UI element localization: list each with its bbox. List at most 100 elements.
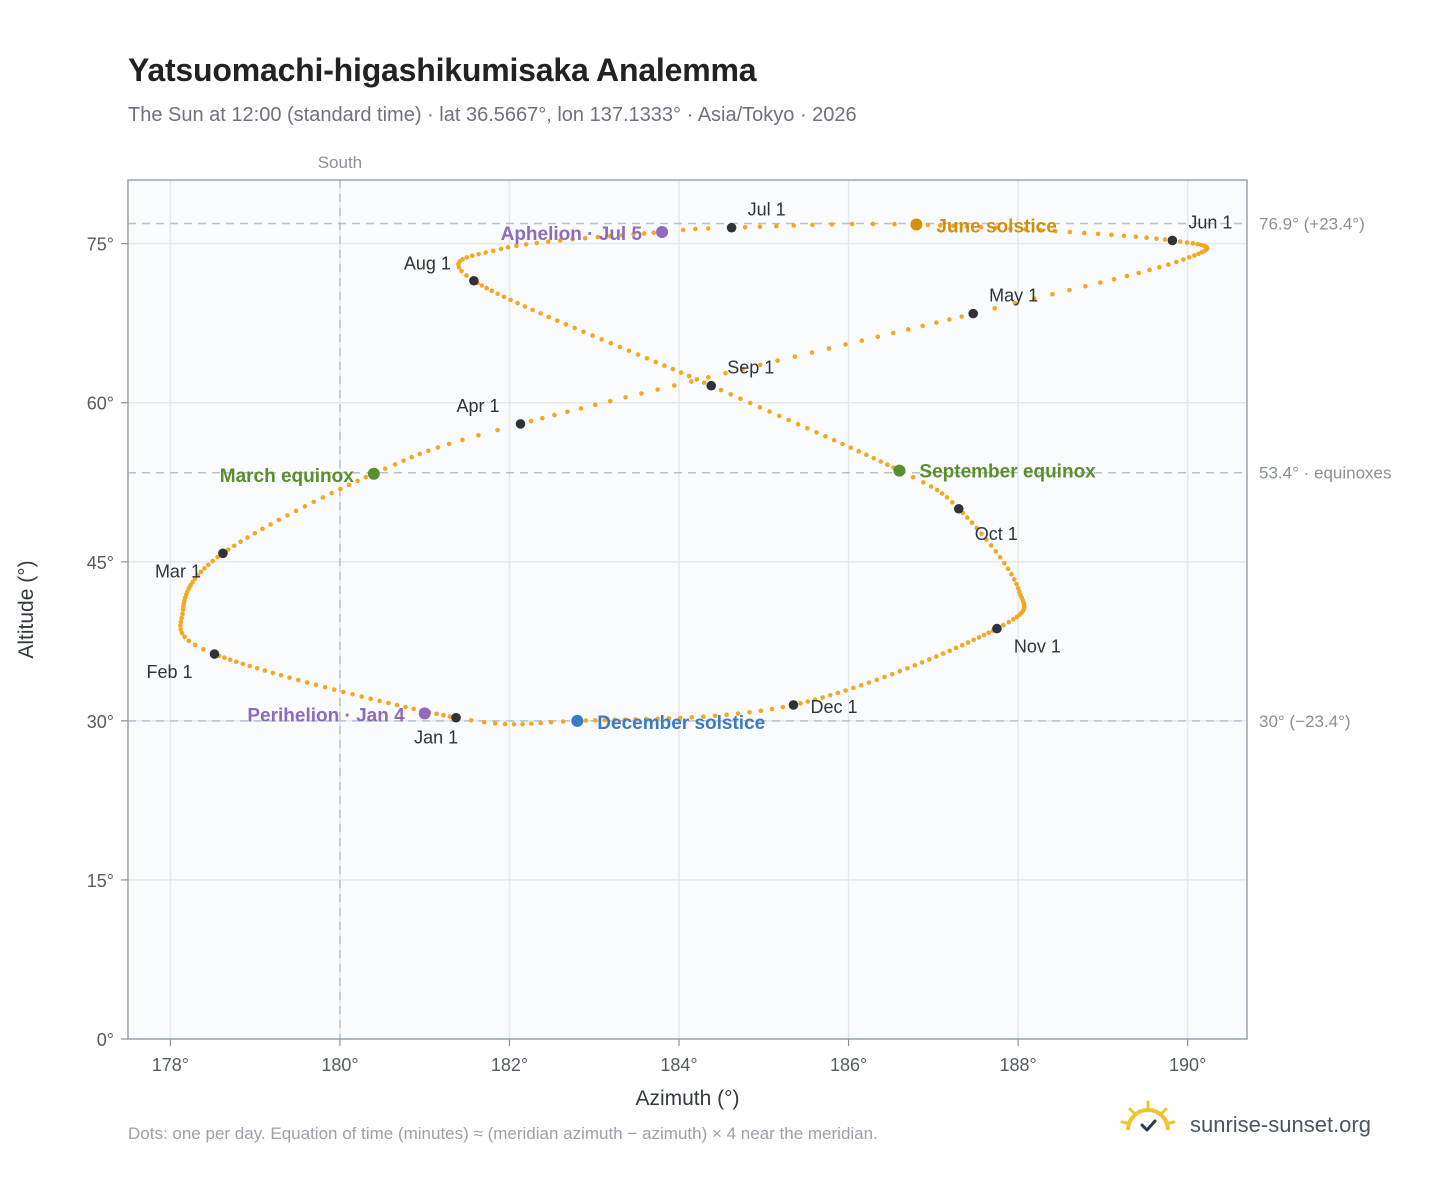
daily-sun-dot [338, 486, 343, 492]
daily-sun-dot [222, 655, 227, 661]
daily-sun-dot [959, 642, 965, 648]
daily-sun-dot [875, 334, 881, 340]
daily-sun-dot [921, 480, 926, 485]
daily-sun-dot [1136, 270, 1142, 276]
daily-sun-dot [820, 695, 825, 700]
month-dot [788, 700, 799, 710]
daily-sun-dot [446, 441, 452, 447]
daily-sun-dot [1147, 267, 1152, 273]
event-dot [893, 464, 906, 477]
month-label: Apr 1 [456, 396, 499, 416]
daily-sun-dot [693, 226, 698, 232]
daily-sun-dot [1031, 296, 1037, 301]
daily-sun-dot [201, 647, 206, 652]
daily-sun-dot [456, 265, 462, 270]
daily-sun-dot [651, 230, 657, 235]
daily-sun-dot [302, 504, 308, 509]
daily-sun-dot [411, 706, 417, 712]
daily-sun-dot [1124, 273, 1130, 279]
daily-sun-dot [795, 421, 801, 427]
daily-sun-dot [186, 638, 192, 644]
daily-sun-dot [1186, 255, 1192, 260]
daily-sun-dot [912, 663, 918, 668]
daily-sun-dot [969, 520, 975, 525]
daily-sun-dot [878, 459, 884, 464]
daily-sun-dot [812, 697, 818, 702]
x-tick-label: 186° [830, 1055, 867, 1075]
daily-sun-dot [775, 358, 780, 364]
daily-sun-dot [435, 445, 441, 450]
daily-sun-dot [1174, 259, 1179, 265]
daily-sun-dot [215, 554, 220, 560]
daily-sun-dot [662, 363, 667, 368]
daily-sun-dot [554, 318, 560, 323]
daily-sun-dot [757, 362, 763, 368]
chart-subtitle: The Sun at 12:00 (standard time) · lat 3… [128, 104, 857, 126]
daily-sun-dot [993, 225, 998, 231]
month-label: Jan 1 [414, 728, 458, 748]
daily-sun-dot [959, 314, 965, 319]
daily-sun-dot [947, 648, 952, 654]
daily-sun-dot [829, 222, 835, 227]
daily-sun-dot [464, 255, 470, 260]
daily-sun-dot [780, 704, 786, 710]
chart-title: Yatsuomachi-higashikumisaka Analemma [128, 52, 757, 88]
month-dot [469, 275, 479, 286]
y-axis-ticks: 0° 15° 30° 45° 60° 75° [87, 235, 128, 1050]
y-tick-label: 45° [87, 553, 114, 573]
daily-sun-dot [871, 455, 877, 461]
daily-sun-dot [920, 323, 925, 329]
daily-sun-dot [331, 687, 337, 692]
event-label: March equinox [220, 466, 355, 487]
daily-sun-dot [179, 630, 185, 636]
daily-sun-dot [791, 223, 797, 228]
month-label: Sep 1 [727, 358, 774, 378]
daily-sun-dot [592, 718, 598, 723]
daily-sun-dot [469, 253, 475, 259]
daily-sun-dot [992, 306, 997, 311]
daily-sun-dot [210, 558, 216, 564]
daily-sun-dot [233, 659, 239, 665]
daily-sun-dot [260, 526, 265, 532]
daily-sun-dot [582, 235, 588, 241]
daily-sun-dot [426, 448, 431, 454]
daily-sun-dot [848, 445, 854, 451]
daily-sun-dot [988, 543, 994, 548]
daily-sun-dot [240, 661, 246, 667]
daily-sun-dot [905, 327, 911, 332]
daily-sun-dot [859, 338, 865, 343]
daily-sun-dot [583, 718, 589, 723]
daily-sun-dot [484, 285, 489, 291]
brand[interactable]: sunrise-sunset.org [1120, 1100, 1400, 1148]
daily-sun-dot [468, 718, 474, 723]
daily-sun-dot [701, 714, 706, 719]
daily-sun-dot [523, 242, 529, 247]
daily-sun-dot [694, 377, 700, 382]
month-label: Dec 1 [810, 697, 857, 717]
daily-sun-dot [417, 451, 423, 457]
daily-sun-dot [548, 719, 554, 725]
daily-sun-dot [747, 400, 753, 406]
daily-sun-dot [843, 342, 848, 347]
daily-sun-dot [350, 691, 355, 697]
daily-sun-dot [1023, 227, 1028, 232]
daily-sun-dot [1144, 235, 1149, 241]
daily-sun-dot [1001, 560, 1007, 566]
daily-sun-dot [565, 409, 570, 415]
daily-sun-dot [1121, 233, 1127, 239]
reference-line-label: 53.4° · equinoxes [1259, 464, 1392, 483]
daily-sun-dot [1005, 566, 1011, 572]
daily-sun-dot [441, 712, 446, 718]
daily-sun-dot [965, 640, 971, 645]
daily-sun-dot [206, 562, 211, 568]
daily-sun-dot [827, 692, 833, 698]
daily-sun-dot [1111, 276, 1117, 282]
y-tick-label: 75° [87, 235, 114, 255]
daily-sun-dot [870, 221, 876, 227]
reference-lines: 76.9° (+23.4°) 53.4° · equinoxes 30° (−23.… [128, 214, 1392, 731]
brand-name: sunrise-sunset.org [1190, 1112, 1371, 1137]
x-axis-ticks: 178° 180° 182° 184° 186° 188° 190° [152, 1039, 1206, 1075]
daily-sun-dot [1162, 237, 1168, 242]
daily-sun-dot [1083, 283, 1088, 289]
